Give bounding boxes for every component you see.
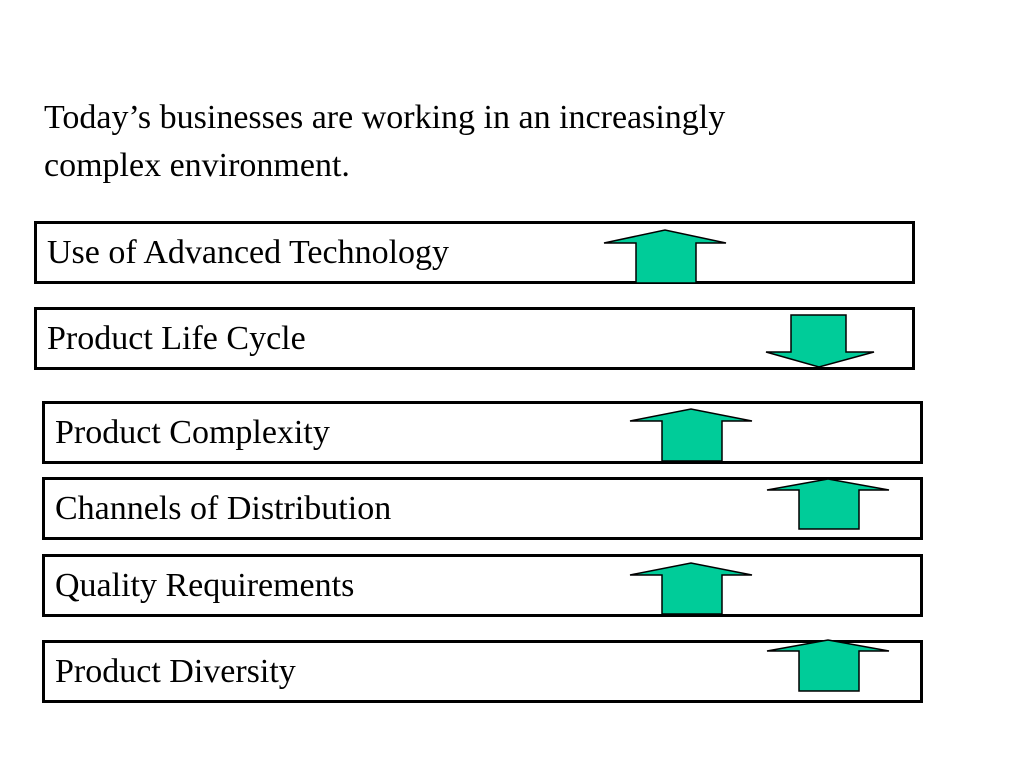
arrow-up-shape xyxy=(629,408,753,462)
arrow-up-shape xyxy=(629,562,753,615)
factor-label: Product Life Cycle xyxy=(47,319,306,357)
arrow-down-shape xyxy=(765,314,875,368)
factor-box-quality-requirements: Quality Requirements xyxy=(42,554,923,617)
factor-box-product-life-cycle: Product Life Cycle xyxy=(34,307,915,370)
arrow-up-icon xyxy=(766,639,890,692)
factor-box-advanced-technology: Use of Advanced Technology xyxy=(34,221,915,284)
arrow-up-icon xyxy=(766,478,890,530)
factor-label: Channels of Distribution xyxy=(55,489,392,527)
intro-line-2: complex environment. xyxy=(44,147,350,184)
factor-box-product-complexity: Product Complexity xyxy=(42,401,923,464)
arrow-up-icon xyxy=(629,408,753,462)
intro-text: Today’s businesses are working in an inc… xyxy=(44,94,944,190)
arrow-up-icon xyxy=(603,229,727,284)
factor-label: Quality Requirements xyxy=(55,566,355,604)
arrow-up-shape xyxy=(766,478,890,530)
arrow-down-icon xyxy=(765,314,875,368)
arrow-up-shape xyxy=(603,229,727,284)
arrow-up-icon xyxy=(629,562,753,615)
factor-label: Product Complexity xyxy=(55,413,330,451)
factor-label: Product Diversity xyxy=(55,652,296,690)
factor-label: Use of Advanced Technology xyxy=(47,233,450,271)
intro-line-1: Today’s businesses are working in an inc… xyxy=(44,99,726,136)
arrow-up-shape xyxy=(766,639,890,692)
factor-box-channels-of-distribution: Channels of Distribution xyxy=(42,477,923,540)
